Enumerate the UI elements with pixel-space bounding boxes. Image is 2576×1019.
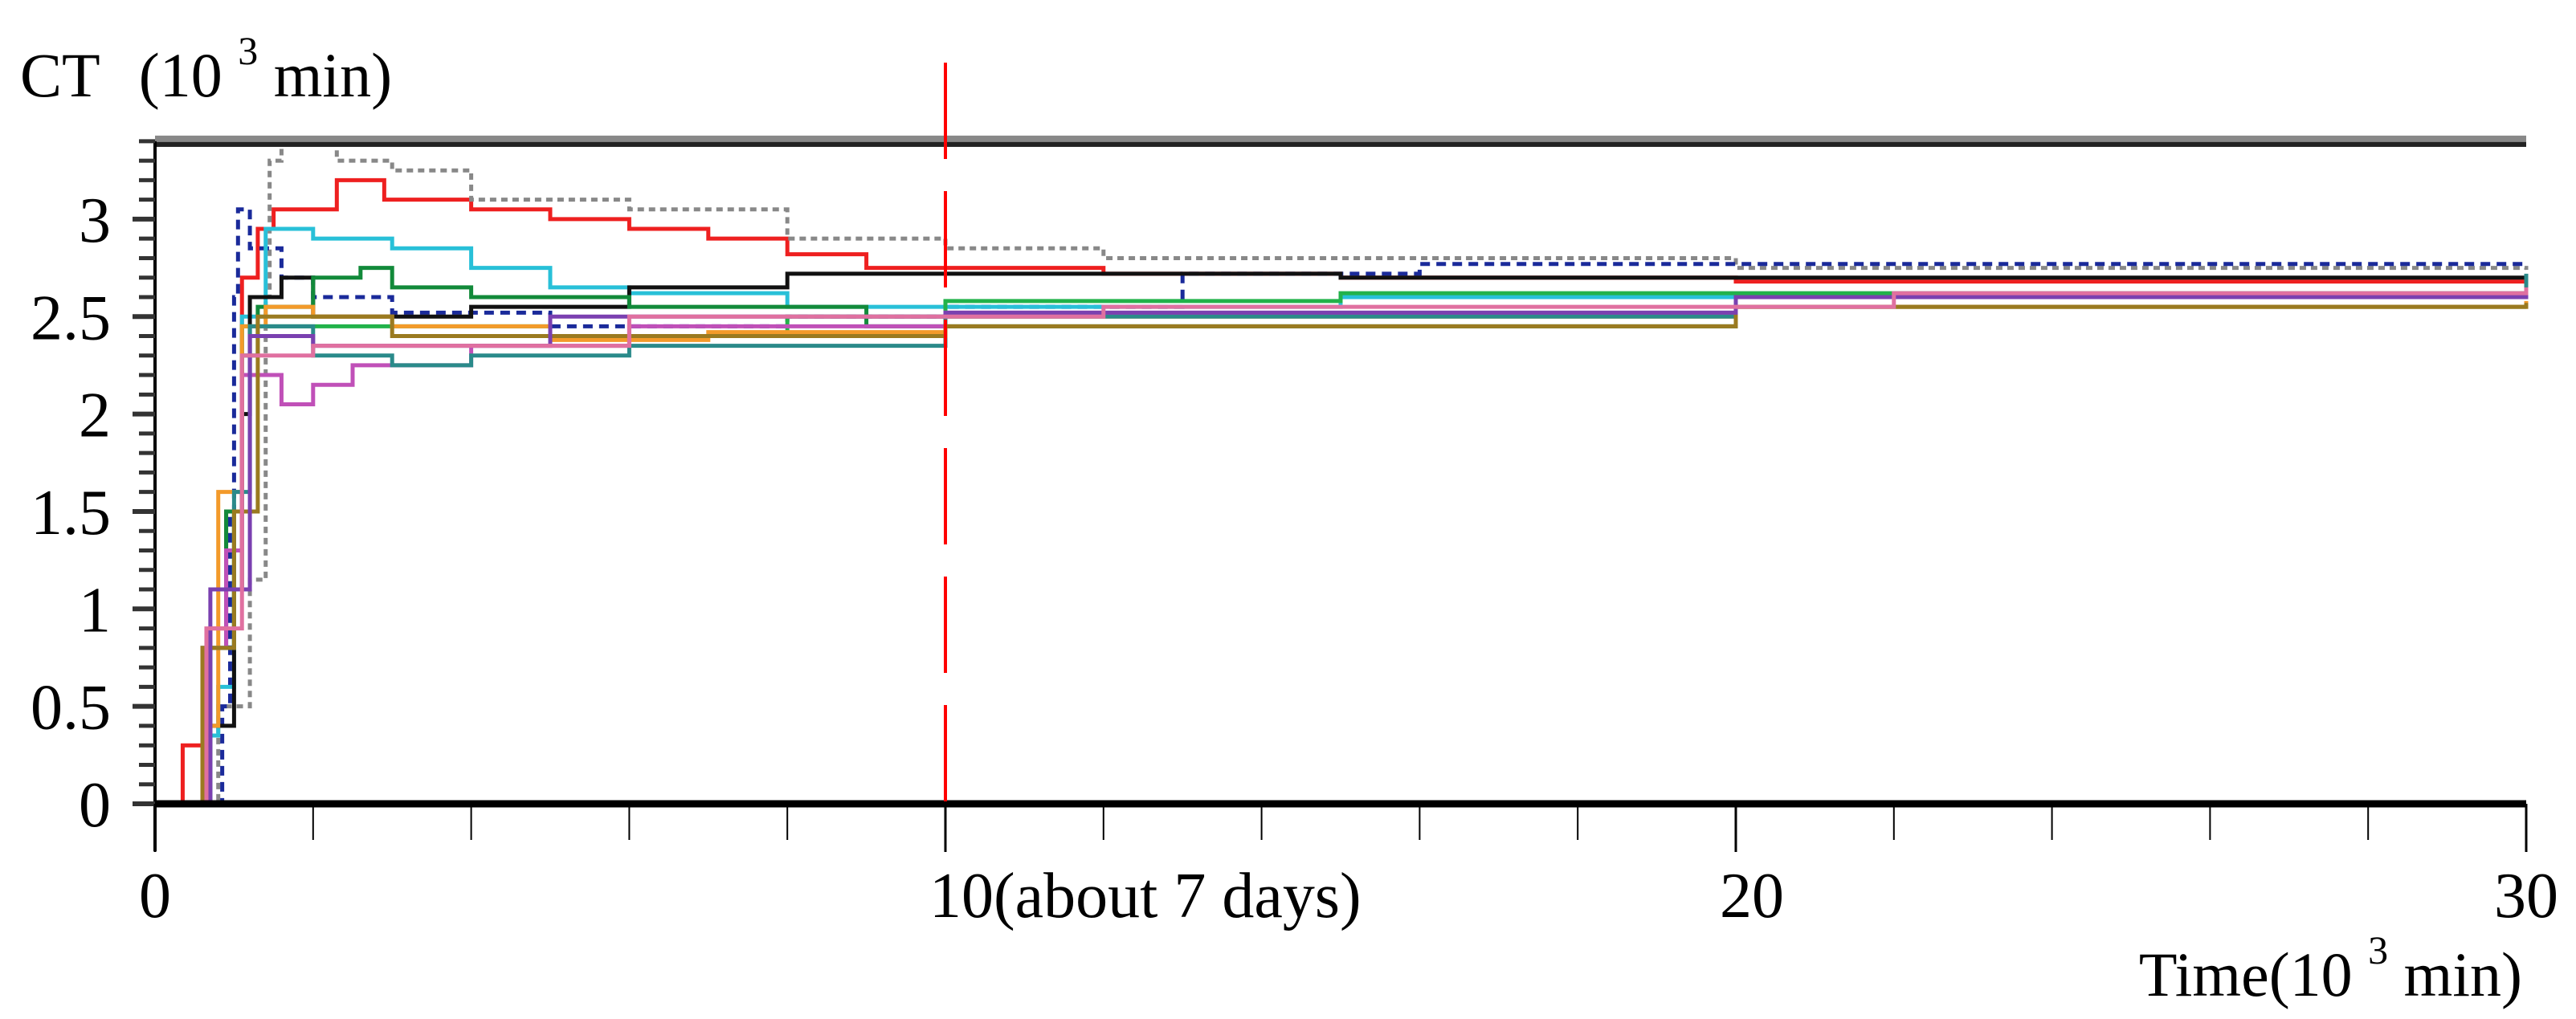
x-axis-title: Time(10 3 min)	[2139, 907, 2522, 1009]
y-axis-unit-exp: 3	[238, 28, 258, 73]
series-run-orange	[186, 300, 2529, 806]
series-run-green	[194, 291, 2529, 806]
x-tick-label: 0	[139, 861, 171, 931]
x-axis-unit-exp: 3	[2368, 927, 2388, 972]
x-tick-label: 30	[2494, 861, 2558, 931]
series-run-pink	[190, 287, 2529, 806]
y-axis-title: CT (10 3 min)	[20, 8, 392, 110]
x-axis-unit-rest: min)	[2404, 940, 2522, 1009]
y-tick-label: 1.5	[31, 478, 111, 548]
y-axis-unit-rest: min)	[274, 40, 392, 110]
x-axis-title-name: Time(10	[2139, 940, 2353, 1009]
x-tick-label: 10(about 7 days)	[929, 861, 1361, 931]
series-layer	[155, 139, 2529, 806]
series-run-olive	[186, 303, 2529, 806]
y-tick-label: 2.5	[31, 283, 111, 353]
series-run-darkgreen	[194, 266, 2526, 806]
y-tick-label: 2	[79, 381, 111, 451]
series-run-gray	[210, 139, 2529, 806]
series-run-magenta	[190, 289, 2529, 806]
axes-layer	[153, 63, 2526, 851]
series-run-purple	[194, 293, 2529, 806]
series-run-black	[186, 271, 2529, 806]
y-axis-unit-base: (10	[139, 40, 222, 110]
y-tick-label: 0.5	[31, 673, 111, 744]
y-axis-title-name: CT	[20, 40, 100, 110]
y-tick-label: 0	[79, 770, 111, 841]
series-run-teal	[190, 273, 2529, 806]
ticks-layer: 00.511.522.530 10(about 7 days) 20 30	[31, 139, 2558, 931]
y-tick-label: 1	[79, 575, 111, 646]
y-tick-label: 3	[79, 185, 111, 256]
x-tick-label: 20	[1720, 861, 1784, 931]
